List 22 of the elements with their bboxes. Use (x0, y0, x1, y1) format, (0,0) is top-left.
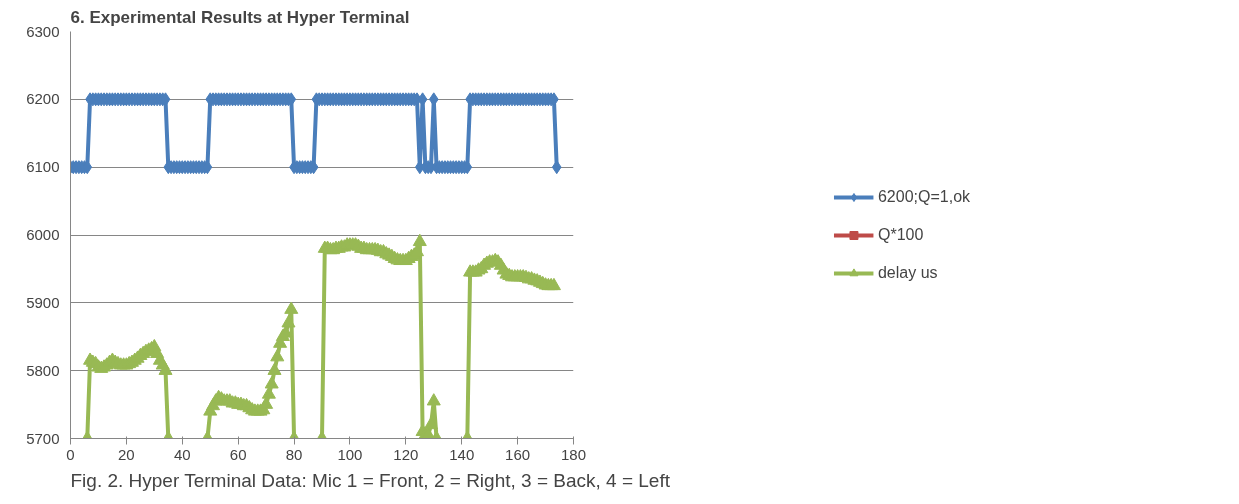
x-tick-label: 180 (560, 445, 587, 463)
caption: Fig. 2. Hyper Terminal Data: Mic 1 = Front, 2 = Right, 3 = Back, 4 = Left (70, 469, 671, 491)
x-tick-label: 160 (505, 445, 531, 463)
x-tick-label: 80 (285, 445, 303, 463)
chart-title: 6. Experimental Results at Hyper Terminal (70, 7, 410, 27)
y-tick-label: 6300 (26, 22, 60, 40)
x-tick-label: 20 (118, 445, 135, 463)
y-tick-label: 6100 (26, 158, 60, 176)
legend-label: Q*100 (877, 225, 924, 244)
x-tick-label: 0 (66, 445, 75, 463)
legend-label: delay us (877, 263, 938, 282)
y-tick-label: 6200 (26, 90, 60, 108)
y-tick-label: 5700 (26, 429, 60, 447)
y-tick-label: 5900 (26, 293, 60, 311)
x-tick-label: 120 (393, 445, 419, 463)
x-tick-label: 40 (173, 445, 191, 463)
x-tick-label: 60 (229, 445, 247, 463)
legend-label: 6200;Q=1,ok (877, 187, 971, 206)
x-tick-label: 100 (337, 445, 363, 463)
y-tick-label: 5800 (26, 361, 60, 379)
y-tick-label: 6000 (26, 226, 60, 243)
x-tick-label: 140 (449, 445, 475, 463)
